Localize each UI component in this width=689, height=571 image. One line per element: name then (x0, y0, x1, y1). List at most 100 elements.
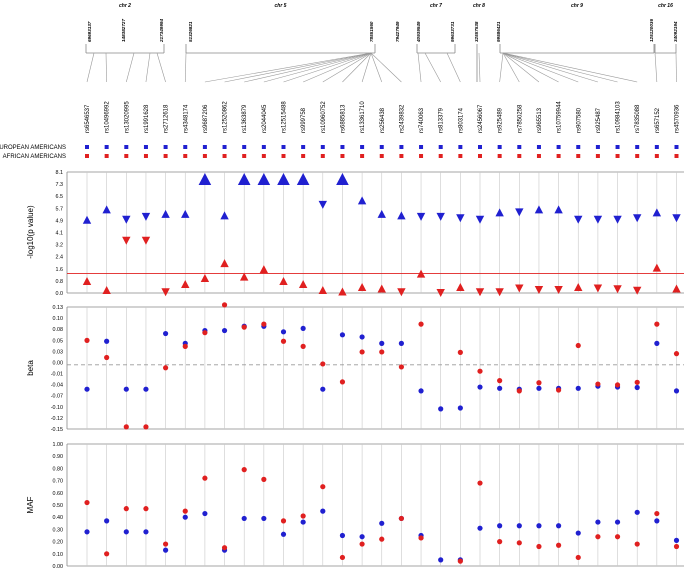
african-americans-pvalue-marker (495, 288, 504, 297)
european-americans-point (634, 384, 640, 391)
african-americans-point (497, 539, 503, 545)
snp-label: rs803174 (458, 107, 464, 133)
position-label: 125120036 (649, 19, 654, 42)
african-americans-point (280, 338, 287, 344)
european-americans-pvalue-marker (296, 173, 310, 185)
european-americans-point (123, 529, 129, 535)
african-americans-point (143, 506, 149, 512)
african-americans-point (359, 541, 365, 547)
population-label: EUROPEAN AMERICANS (0, 145, 66, 151)
population-marker (576, 154, 581, 158)
african-americans-pvalue-marker (613, 285, 622, 294)
population-marker (615, 154, 620, 158)
european-americans-point (477, 525, 483, 531)
population-marker (222, 154, 227, 158)
european-americans-point (143, 529, 149, 535)
european-americans-point (320, 508, 326, 514)
european-americans-pvalue-marker (475, 215, 485, 224)
african-americans-point (379, 536, 385, 542)
european-americans-pvalue-marker (161, 209, 170, 218)
chromosome-connector (263, 52, 372, 83)
chromosome-label: chr 9 (571, 3, 583, 9)
y-tick-label: 5.7 (56, 206, 64, 212)
european-americans-pvalue-marker (257, 173, 271, 185)
y-tick-label: -0.15 (51, 427, 63, 433)
chromosome-connector (478, 52, 481, 83)
european-americans-point (418, 388, 424, 394)
y-tick-label: -0.12 (51, 416, 63, 422)
y-tick-label: 0.08 (53, 327, 64, 333)
european-americans-point (163, 547, 169, 553)
population-marker (261, 145, 266, 149)
african-americans-pvalue-marker (416, 269, 426, 278)
y-tick-label: -0.04 (51, 383, 63, 389)
african-americans-pvalue-marker (318, 286, 327, 295)
population-marker (360, 145, 365, 149)
african-americans-point (339, 379, 346, 385)
population-marker (517, 145, 522, 149)
position-label: 99586421 (496, 21, 501, 42)
african-americans-point (339, 554, 346, 561)
african-americans-point (261, 476, 267, 482)
african-americans-point (182, 343, 188, 349)
african-americans-point (202, 475, 208, 481)
african-americans-point (84, 499, 90, 506)
population-marker (340, 145, 345, 149)
chromosome-connector (105, 52, 107, 83)
population-marker (438, 145, 443, 149)
african-americans-point (320, 361, 326, 367)
african-americans-pvalue-marker (574, 283, 583, 292)
african-americans-point (123, 506, 129, 512)
european-americans-point (359, 534, 365, 540)
european-americans-pvalue-marker (613, 215, 622, 224)
african-americans-point (202, 330, 208, 336)
position-label: 40939549 (416, 21, 421, 43)
population-marker (281, 145, 286, 149)
y-tick-label: 0.00 (53, 564, 64, 570)
population-marker (242, 154, 247, 158)
y-axis-title: beta (26, 360, 35, 376)
african-americans-point (418, 535, 424, 541)
population-marker (379, 154, 384, 158)
population-marker (517, 154, 522, 158)
snp-label: rs1991628 (144, 104, 150, 133)
snp-label: rs925487 (596, 107, 602, 133)
position-label: 217349994 (159, 19, 164, 43)
position-label: 32557538 (474, 21, 479, 42)
population-marker (143, 154, 148, 158)
african-americans-point (654, 321, 660, 327)
population-marker (301, 154, 306, 158)
population-marker (202, 145, 207, 149)
population-marker (497, 145, 502, 149)
african-americans-pvalue-marker (338, 287, 347, 296)
african-americans-pvalue-marker (279, 277, 288, 286)
chromosome-connector (204, 52, 372, 83)
chromosome-connector (446, 52, 461, 83)
european-americans-point (84, 529, 90, 535)
population-marker (143, 145, 148, 149)
african-americans-pvalue-marker (240, 272, 249, 281)
european-americans-pvalue-marker (82, 215, 92, 224)
population-marker (320, 154, 325, 158)
european-americans-point (379, 520, 385, 526)
european-americans-pvalue-marker (515, 208, 524, 217)
african-americans-pvalue-marker (534, 286, 544, 295)
chromosome-connector (502, 52, 579, 83)
african-americans-point (516, 540, 522, 546)
chromosome-connector (675, 52, 677, 83)
european-americans-point (497, 523, 503, 529)
european-americans-point (654, 518, 660, 524)
european-americans-point (84, 386, 90, 392)
snp-label: rs10759944 (557, 101, 563, 133)
y-tick-label: -0.01 (51, 372, 63, 378)
y-tick-label: 0.10 (53, 316, 64, 322)
position-label: 99633731 (450, 21, 455, 42)
european-americans-point (339, 532, 346, 539)
european-americans-pvalue-marker (277, 173, 290, 185)
population-marker (536, 145, 541, 149)
y-tick-label: 0.13 (53, 305, 64, 311)
population-marker (104, 145, 109, 149)
y-tick-label: -0.07 (51, 394, 63, 400)
y-axis-title: MAF (26, 496, 35, 513)
